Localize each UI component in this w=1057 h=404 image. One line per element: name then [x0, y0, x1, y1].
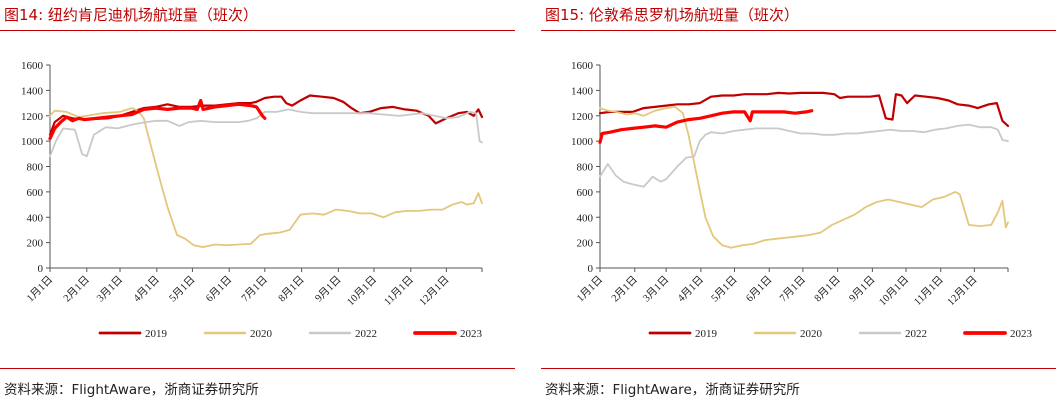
- x-tick-label: 6月1日: [204, 274, 235, 305]
- bottom-divider: [541, 368, 1056, 369]
- y-tick-label: 200: [577, 238, 594, 250]
- line-chart-jfk: 0 200 400 600 800 1000 1200 1400 1600 1月1日 2月1日 3月1…: [21, 60, 484, 340]
- legend-label-2023: 2023: [1010, 328, 1033, 340]
- y-tick-label: 800: [577, 162, 594, 174]
- x-tick-label: 4月1日: [675, 274, 706, 305]
- y-tick-label: 800: [27, 162, 44, 174]
- y-tick-label: 0: [38, 263, 44, 275]
- figure-title: 图15: 伦敦希思罗机场航班量（班次）: [545, 6, 799, 24]
- y-tick-label: 600: [577, 187, 594, 199]
- title-divider: [0, 30, 515, 31]
- x-tick-label: 1月1日: [574, 274, 605, 305]
- x-tick-label: 4月1日: [131, 274, 162, 305]
- legend-label-2020: 2020: [800, 328, 823, 340]
- x-tick-label: 7月1日: [239, 274, 270, 305]
- x-tick-label: 5月1日: [709, 274, 740, 305]
- x-tick-label: 10月1日: [345, 274, 379, 308]
- x-tick-label: 5月1日: [167, 274, 198, 305]
- y-tick-label: 1400: [571, 85, 594, 97]
- y-tick-label: 0: [588, 263, 594, 275]
- x-tick-label: 8月1日: [276, 274, 307, 305]
- series-line-2020: [599, 106, 1009, 249]
- source-note: 资料来源：FlightAware，浙商证券研究所: [545, 382, 800, 398]
- series-line-2020: [49, 107, 483, 248]
- x-tick-label: 9月1日: [847, 274, 878, 305]
- x-tick-label: 11月1日: [382, 274, 416, 308]
- y-tick-label: 1000: [21, 136, 44, 148]
- y-tick-label: 200: [27, 238, 44, 250]
- x-tick-label: 3月1日: [640, 274, 671, 305]
- y-tick-label: 1000: [571, 136, 594, 148]
- line-chart-lhr: 0 200 400 600 800 1000 1200 1400 1600 1月1日 2月1日 3月1…: [571, 60, 1033, 340]
- series-line-2019: [598, 91, 1010, 127]
- y-tick-label: 400: [27, 212, 44, 224]
- x-tick-label: 12月1日: [417, 274, 451, 308]
- legend-label-2019: 2019: [695, 328, 718, 340]
- y-tick-label: 1600: [21, 60, 44, 72]
- y-tick-label: 600: [27, 187, 44, 199]
- x-tick-label: 3月1日: [94, 274, 125, 305]
- x-tick-label: 2月1日: [61, 274, 92, 305]
- x-tick-label: 11月1日: [912, 274, 946, 308]
- legend-label-2019: 2019: [145, 328, 168, 340]
- legend-label-2022: 2022: [355, 328, 377, 340]
- x-tick-label: 2月1日: [609, 274, 640, 305]
- x-tick-label: 1月1日: [24, 274, 55, 305]
- y-tick-label: 1400: [21, 85, 44, 97]
- x-tick-label: 7月1日: [777, 274, 808, 305]
- chart-panel-lhr: 图15: 伦敦希思罗机场航班量（班次） 0 200 400 600 800 1000 120…: [541, 0, 1056, 404]
- bottom-divider: [0, 368, 515, 369]
- series-line-2022: [49, 108, 483, 158]
- legend-label-2023: 2023: [460, 328, 483, 340]
- y-tick-label: 1600: [571, 60, 594, 72]
- y-tick-label: 1200: [571, 111, 594, 123]
- x-tick-label: 8月1日: [812, 274, 843, 305]
- series-line-2022: [599, 123, 1009, 188]
- series-line-2023: [598, 109, 814, 144]
- legend-label-2022: 2022: [905, 328, 927, 340]
- x-tick-label: 10月1日: [877, 274, 911, 308]
- source-note: 资料来源：FlightAware，浙商证券研究所: [4, 382, 259, 398]
- x-tick-label: 6月1日: [744, 274, 775, 305]
- legend-label-2020: 2020: [250, 328, 273, 340]
- figure-title: 图14: 纽约肯尼迪机场航班量（班次）: [4, 6, 258, 24]
- chart-panel-jfk: 图14: 纽约肯尼迪机场航班量（班次） 0 200 400 600 800 1000 120…: [0, 0, 515, 404]
- x-tick-label: 12月1日: [945, 274, 979, 308]
- x-tick-label: 9月1日: [313, 274, 344, 305]
- y-tick-label: 400: [577, 212, 594, 224]
- y-tick-label: 1200: [21, 111, 44, 123]
- series-line-2023: [48, 98, 267, 141]
- title-divider: [541, 30, 1056, 31]
